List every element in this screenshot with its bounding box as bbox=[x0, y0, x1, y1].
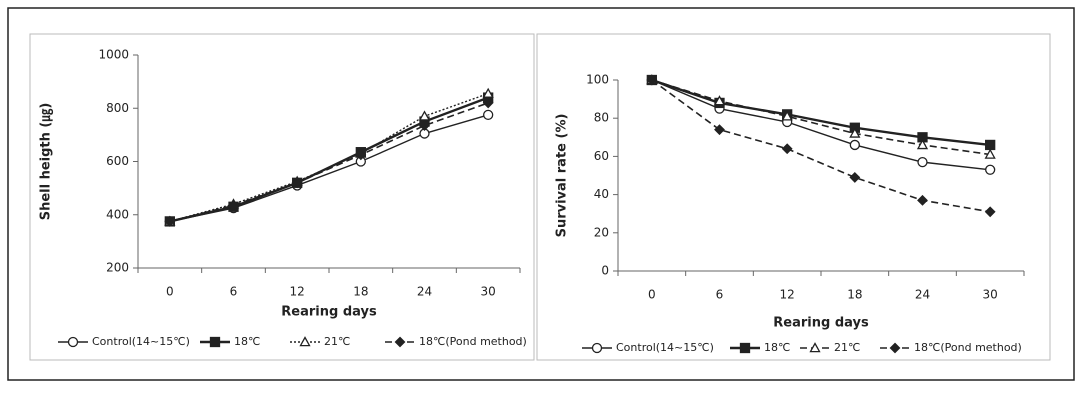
x-tick-label: 30 bbox=[481, 285, 496, 299]
legend-label: 21℃ bbox=[834, 341, 860, 354]
series-line bbox=[651, 79, 991, 213]
marker bbox=[714, 124, 725, 136]
marker bbox=[916, 139, 929, 150]
x-axis-title: Rearing days bbox=[773, 316, 869, 331]
x-tick-label: 6 bbox=[716, 288, 724, 302]
y-tick-label: 60 bbox=[594, 149, 609, 163]
marker bbox=[355, 149, 367, 161]
y-tick-label: 80 bbox=[594, 111, 609, 125]
y-tick-label: 100 bbox=[586, 73, 609, 87]
legend-label: 18℃(Pond method) bbox=[419, 335, 527, 348]
marker bbox=[985, 164, 996, 175]
x-tick-label: 12 bbox=[780, 288, 795, 302]
legend-marker bbox=[299, 336, 311, 347]
y-tick-label: 800 bbox=[106, 101, 129, 115]
marker bbox=[917, 156, 928, 168]
x-tick-label: 30 bbox=[983, 288, 998, 302]
series-line bbox=[651, 79, 991, 156]
legend-label: 21℃ bbox=[324, 335, 350, 348]
marker bbox=[917, 194, 928, 206]
panel-frame bbox=[29, 33, 535, 361]
marker bbox=[781, 110, 793, 121]
legend-marker bbox=[591, 342, 603, 354]
series-line bbox=[169, 92, 489, 223]
marker bbox=[985, 139, 996, 151]
marker bbox=[849, 139, 860, 151]
legend-marker bbox=[394, 336, 406, 348]
y-tick-label: 600 bbox=[106, 154, 129, 168]
legend-marker bbox=[67, 336, 79, 348]
x-tick-label: 24 bbox=[417, 285, 432, 299]
marker bbox=[984, 148, 996, 159]
y-tick-label: 400 bbox=[106, 207, 129, 221]
panel-frame bbox=[536, 33, 1051, 361]
marker bbox=[483, 109, 494, 121]
x-tick-label: 18 bbox=[847, 288, 862, 302]
marker bbox=[713, 95, 726, 106]
legend-label: 18℃ bbox=[764, 341, 790, 354]
y-tick-label: 0 bbox=[601, 264, 609, 278]
y-tick-label: 1000 bbox=[98, 48, 129, 62]
x-tick-label: 12 bbox=[290, 285, 305, 299]
x-tick-label: 24 bbox=[915, 288, 930, 302]
legend-label: 18℃ bbox=[234, 335, 260, 348]
outer-frame bbox=[7, 7, 1075, 381]
x-tick-label: 6 bbox=[230, 285, 238, 299]
marker bbox=[849, 171, 861, 183]
y-tick-label: 40 bbox=[594, 187, 609, 201]
marker bbox=[781, 143, 793, 155]
legend-label: Control(14~15℃) bbox=[92, 335, 190, 348]
legend-marker bbox=[209, 336, 221, 348]
marker bbox=[164, 215, 176, 227]
marker bbox=[418, 110, 431, 121]
legend-marker bbox=[809, 342, 821, 353]
legend-label: 18℃(Pond method) bbox=[914, 341, 1022, 354]
series-line bbox=[169, 96, 489, 223]
series-line bbox=[169, 102, 489, 223]
x-tick-label: 18 bbox=[353, 285, 368, 299]
marker bbox=[646, 74, 658, 86]
marker bbox=[849, 127, 861, 138]
x-tick-label: 0 bbox=[648, 288, 656, 302]
y-tick-label: 200 bbox=[106, 261, 129, 275]
y-tick-label: 20 bbox=[594, 225, 609, 239]
y-axis-title: Shell heigth (㎍) bbox=[39, 103, 55, 221]
x-tick-label: 0 bbox=[166, 285, 174, 299]
series-line bbox=[651, 79, 991, 171]
x-axis-title: Rearing days bbox=[281, 305, 377, 320]
legend-marker bbox=[739, 342, 751, 354]
series-line bbox=[651, 78, 991, 147]
marker bbox=[482, 87, 494, 98]
marker bbox=[291, 177, 303, 189]
legend-label: Control(14~15℃) bbox=[616, 341, 714, 354]
y-axis-title: Survival rate (%) bbox=[555, 114, 570, 238]
legend-marker bbox=[889, 342, 901, 354]
marker bbox=[984, 206, 996, 218]
marker bbox=[419, 120, 430, 131]
marker bbox=[228, 200, 239, 211]
marker bbox=[482, 97, 494, 109]
